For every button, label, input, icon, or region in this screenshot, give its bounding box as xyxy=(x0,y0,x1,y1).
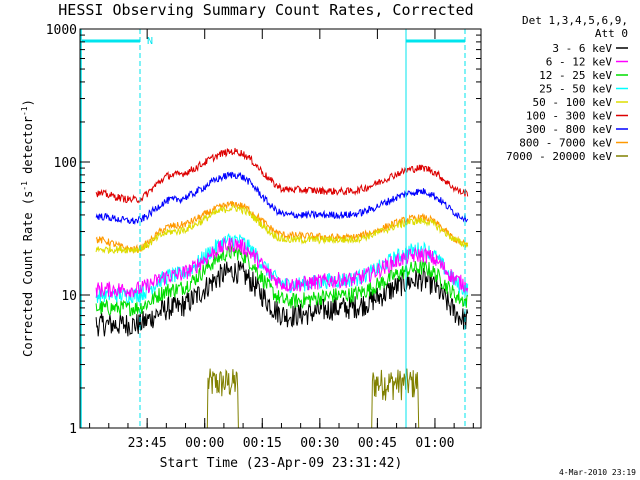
legend-label-50-100-kev: 50 - 100 keV xyxy=(533,96,613,109)
x-tick-label-1: 00:00 xyxy=(185,436,224,451)
x-tick-label-3: 00:30 xyxy=(300,436,339,451)
legend-header-line-1: Det 1,3,4,5,6,9, xyxy=(522,14,628,27)
x-tick-label-4: 00:45 xyxy=(358,436,397,451)
night-flag-label: N xyxy=(147,36,153,47)
legend-label-3-6-kev: 3 - 6 keV xyxy=(552,42,612,55)
x-tick-label-2: 00:15 xyxy=(243,436,282,451)
x-tick-label-0: 23:45 xyxy=(128,436,167,451)
x-tick-label-5: 01:00 xyxy=(415,436,454,451)
y-tick-label-1: 10 xyxy=(61,289,77,304)
legend-label-300-800-kev: 300 - 800 keV xyxy=(526,123,612,136)
y-tick-label-3: 1000 xyxy=(46,23,77,38)
annotation-layer: N xyxy=(80,29,466,428)
y-axis-label-sup2: -1 xyxy=(20,106,29,116)
legend-label-25-50-kev: 25 - 50 keV xyxy=(539,83,612,96)
legend-label-7000-20000-kev: 7000 - 20000 keV xyxy=(506,150,612,163)
legend-label-800-7000-kev: 800 - 7000 keV xyxy=(519,137,612,150)
y-tick-label-2: 100 xyxy=(54,156,77,171)
plot-frame xyxy=(79,28,482,429)
legend-header-line-2: Att 0 xyxy=(595,27,628,40)
footer-date: 4-Mar-2010 23:19 xyxy=(559,468,636,477)
y-axis-label-sup1: -1 xyxy=(20,181,29,191)
legend-label-12-25-kev: 12 - 25 keV xyxy=(539,69,612,82)
legend-label-100-300-kev: 100 - 300 keV xyxy=(526,110,612,123)
y-axis-label: Corrected Count Rate (s-1 detector-1) xyxy=(20,99,35,357)
axis-layer: 23:45 00:00 00:15 00:30 00:45 01:00 1 10 100 1000 xyxy=(46,23,481,451)
legend-label-6-12-kev: 6 - 12 keV xyxy=(546,56,613,69)
y-axis-label-end: ) xyxy=(21,99,35,106)
y-axis-label-mid: detector xyxy=(21,116,35,181)
chart-title: HESSI Observing Summary Count Rates, Cor… xyxy=(58,1,473,19)
x-axis-label: Start Time (23-Apr-09 23:31:42) xyxy=(160,456,403,471)
y-axis-label-main: Corrected Count Rate (s xyxy=(21,191,35,357)
y-tick-label-0: 1 xyxy=(69,422,77,437)
